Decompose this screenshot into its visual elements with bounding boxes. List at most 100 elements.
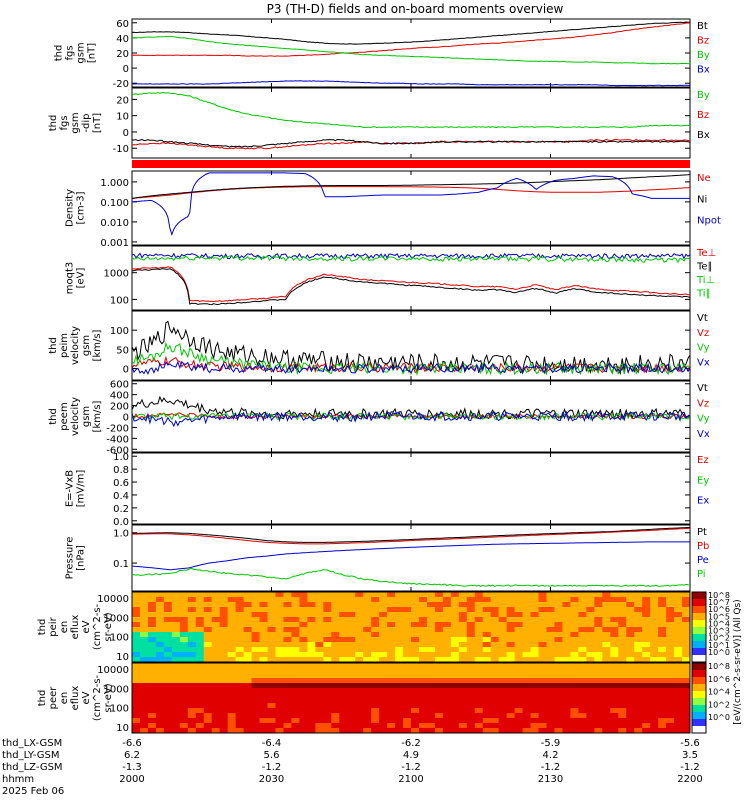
heatmap-cell (682, 637, 691, 643)
heatmap-cell (658, 663, 667, 669)
colorbar-tick-label: 10^8 (708, 591, 730, 600)
heatmap-cell (395, 673, 404, 679)
heatmap-cell (642, 688, 651, 694)
heatmap-cell (482, 708, 492, 714)
heatmap-cell (411, 607, 420, 613)
heatmap-cell (554, 663, 563, 669)
heatmap-cell (666, 668, 675, 674)
heatmap-cell (514, 693, 524, 699)
heatmap-cell (283, 642, 292, 648)
heatmap-cell (132, 688, 141, 694)
y-tick-label: 60 (116, 19, 129, 30)
heatmap-cell (379, 652, 388, 658)
heatmap-cell (163, 703, 173, 709)
heatmap-cell (307, 622, 316, 628)
heatmap-cell (387, 657, 396, 663)
heatmap-cell (211, 688, 221, 694)
heatmap-cell (634, 703, 643, 709)
heatmap-cell (514, 723, 524, 729)
heatmap-cell (227, 622, 237, 628)
heatmap-cell (347, 657, 356, 663)
heatmap-cell (147, 627, 157, 633)
heatmap-cell (132, 678, 141, 684)
heatmap-cell (642, 607, 651, 613)
heatmap-cell (642, 632, 651, 638)
heatmap-cell (323, 597, 332, 603)
heatmap-cell (426, 617, 436, 623)
heatmap-cell (538, 627, 548, 633)
heatmap-cell (307, 718, 316, 724)
heatmap-cell (379, 622, 388, 628)
heatmap-cell (514, 688, 524, 694)
heatmap-cell (171, 632, 181, 638)
heatmap-cell (594, 657, 603, 663)
heatmap-cell (442, 637, 452, 643)
y-axis-label: E=-VxB [mV/m] (65, 470, 87, 508)
heatmap-cell (147, 703, 157, 709)
heatmap-cell (395, 612, 404, 618)
heatmap-cell (594, 632, 603, 638)
heatmap-cell (403, 668, 412, 674)
heatmap-cell (315, 678, 324, 684)
heatmap-cell (594, 622, 603, 628)
heatmap-cell (259, 592, 269, 598)
heatmap-cell (267, 657, 276, 663)
heatmap-cell (195, 607, 205, 613)
heatmap-cell (618, 718, 627, 724)
heatmap-cell (147, 708, 157, 714)
heatmap-cell (387, 678, 396, 684)
heatmap-cell (658, 612, 667, 618)
heatmap-cell (147, 617, 157, 623)
heatmap-cell (203, 647, 213, 653)
heatmap-cell (434, 708, 444, 714)
heatmap-cell (211, 602, 221, 608)
heatmap-cell (139, 607, 149, 613)
heatmap-cell (634, 723, 643, 729)
heatmap-cell (682, 708, 691, 714)
heatmap-cell (666, 663, 675, 669)
heatmap-cell (546, 592, 555, 598)
heatmap-cell (554, 607, 563, 613)
heatmap-cell (466, 622, 476, 628)
heatmap-cell (132, 622, 141, 628)
heatmap-cell (650, 622, 659, 628)
heatmap-cell (466, 627, 476, 633)
heatmap-cell (458, 632, 468, 638)
heatmap-cell (347, 597, 356, 603)
y-axis-label: Density [cm-3] (65, 189, 87, 227)
heatmap-cell (195, 718, 205, 724)
heatmap-cell (339, 663, 348, 669)
heatmap-cell (610, 607, 619, 613)
heatmap-cell (227, 678, 237, 684)
heatmap-cell (299, 683, 308, 689)
heatmap-cell (163, 602, 173, 608)
heatmap-cell (403, 678, 412, 684)
heatmap-cell (411, 713, 420, 719)
heatmap-cell (474, 622, 484, 628)
heatmap-cell (522, 612, 532, 618)
heatmap-cell (307, 637, 316, 643)
heatmap-cell (275, 713, 284, 719)
heatmap-cell (610, 617, 619, 623)
heatmap-cell (307, 703, 316, 709)
x-row-value: 6.2 (124, 750, 140, 761)
heatmap-cell (650, 693, 659, 699)
heatmap-cell (403, 703, 412, 709)
heatmap-cell (634, 642, 643, 648)
heatmap-cell (538, 673, 548, 679)
heatmap-cell (339, 657, 348, 663)
heatmap-cell (578, 602, 587, 608)
y-axis-label-line: [km/s] (92, 400, 103, 432)
heatmap-cell (594, 597, 603, 603)
heatmap-cell (586, 607, 595, 613)
heatmap-cell (554, 723, 563, 729)
heatmap-cell (626, 617, 635, 623)
heatmap-cell (275, 693, 284, 699)
heatmap-cell (418, 698, 428, 704)
colorbar-swatch (692, 599, 706, 607)
heatmap-cell (379, 597, 388, 603)
y-axis-label-line: fgs (59, 115, 70, 130)
heatmap-cell (642, 652, 651, 658)
heatmap-cell (658, 718, 667, 724)
heatmap-cell (259, 622, 269, 628)
